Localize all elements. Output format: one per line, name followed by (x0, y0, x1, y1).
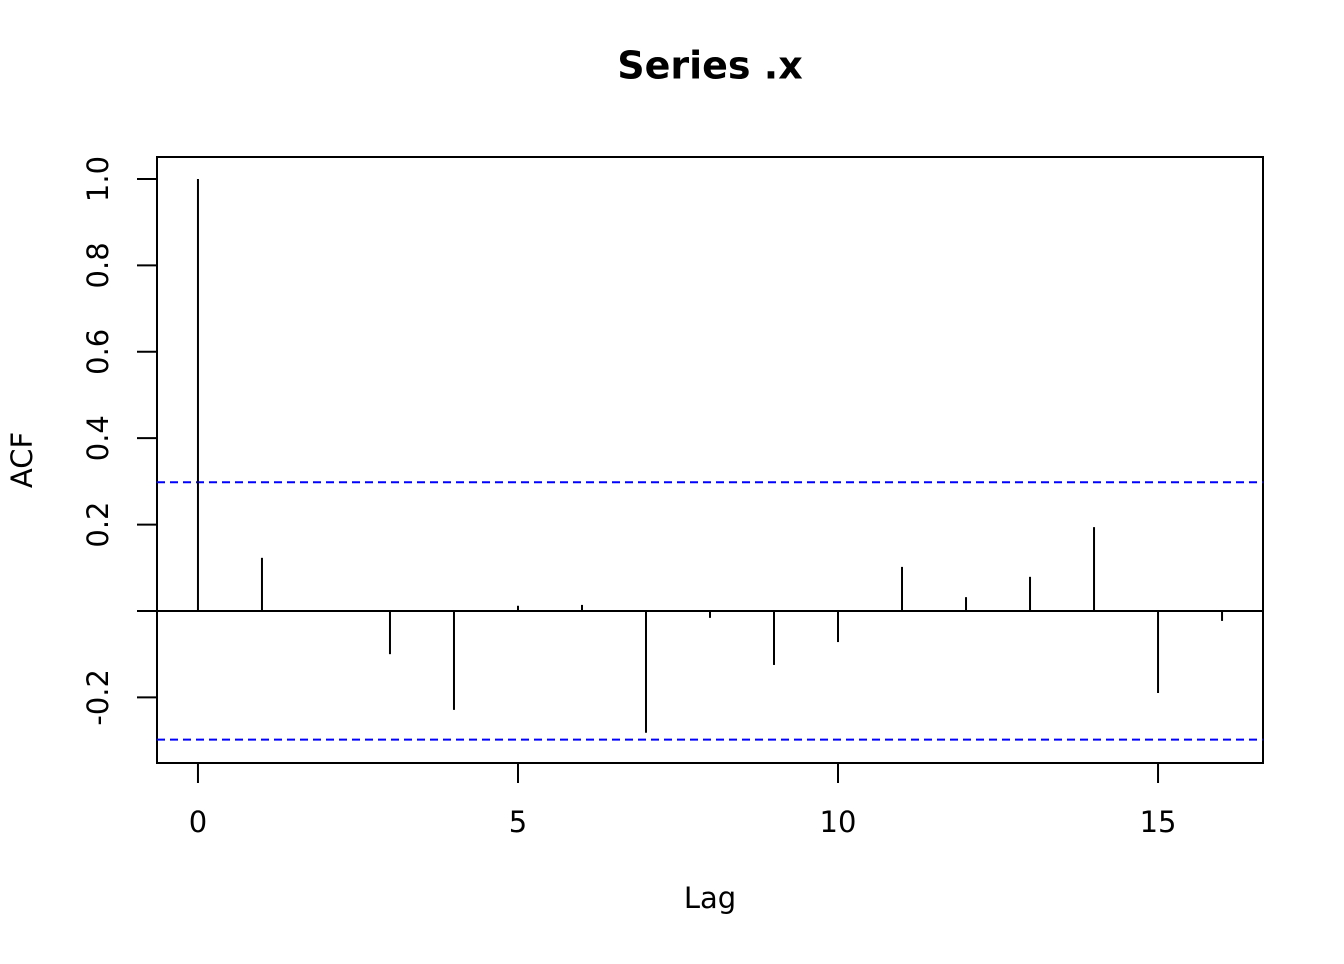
x-tick-label: 15 (1140, 805, 1177, 839)
y-tick-label: 0.4 (81, 415, 115, 461)
chart-title: Series .x (617, 44, 802, 88)
y-tick-label: -0.2 (81, 669, 115, 726)
x-axis-label: Lag (684, 881, 736, 915)
x-tick-label: 10 (820, 805, 857, 839)
x-tick-label: 0 (189, 805, 207, 839)
y-tick-label: 1.0 (81, 156, 115, 202)
plot-frame (156, 156, 1264, 764)
y-axis-label: ACF (5, 432, 39, 488)
x-tick-label: 5 (509, 805, 527, 839)
y-tick-label: 0.8 (81, 242, 115, 288)
y-tick-label: 0.2 (81, 502, 115, 548)
y-tick-label: 0.6 (81, 329, 115, 375)
